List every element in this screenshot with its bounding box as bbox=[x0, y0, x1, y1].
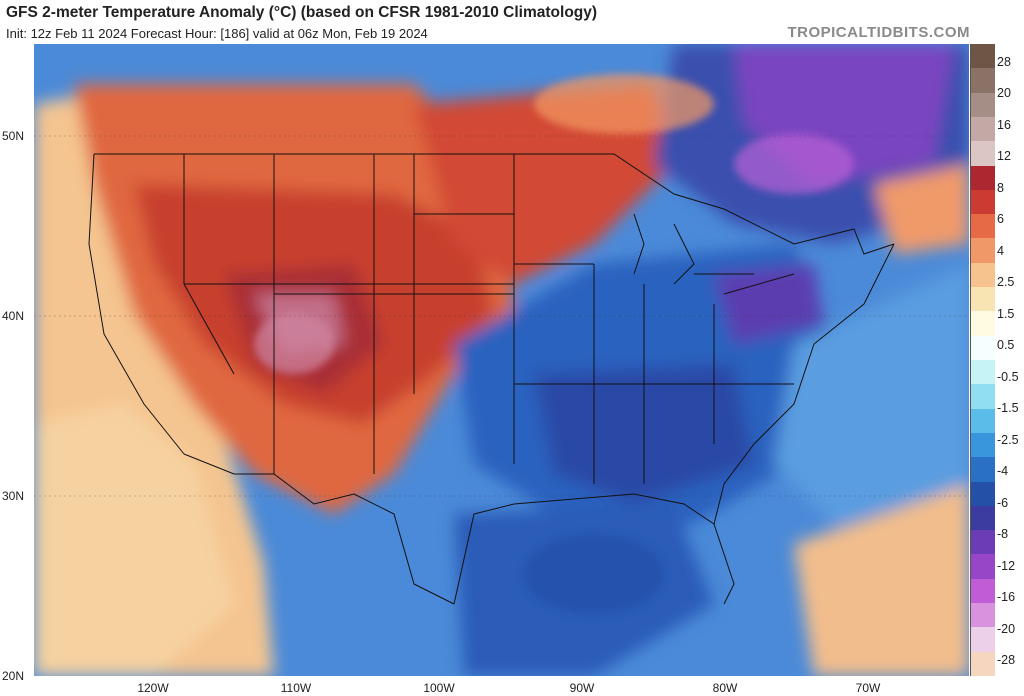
colorbar-swatch bbox=[971, 68, 995, 94]
colorbar-swatch bbox=[971, 627, 995, 653]
map-subtitle: Init: 12z Feb 11 2024 Forecast Hour: [18… bbox=[6, 26, 428, 41]
colorbar-swatch bbox=[971, 165, 995, 191]
us-canada-border bbox=[94, 153, 895, 255]
lat-label-40n: 40N bbox=[2, 309, 25, 323]
colorbar-swatch bbox=[971, 457, 995, 483]
anomaly-colorbar bbox=[970, 44, 995, 677]
colorbar-swatch bbox=[971, 384, 995, 410]
lon-label-70w: 70W bbox=[855, 681, 881, 695]
colorbar-label: 2.5 bbox=[997, 275, 1015, 290]
colorbar-swatch bbox=[971, 262, 995, 288]
lat-label-50n: 50N bbox=[2, 129, 25, 143]
colorbar-label: -16 bbox=[997, 590, 1016, 605]
colorbar-swatch bbox=[971, 335, 995, 361]
colorbar-swatch bbox=[971, 238, 995, 264]
great-lakes bbox=[633, 213, 795, 295]
colorbar-label: -28 bbox=[997, 653, 1016, 667]
state-lines bbox=[183, 154, 794, 484]
colorbar-label: 8 bbox=[997, 180, 1004, 195]
colorbar-swatch bbox=[971, 360, 995, 385]
colorbar-label: 12 bbox=[997, 149, 1011, 164]
lon-label-90w: 90W bbox=[569, 681, 595, 695]
colorbar-swatch bbox=[971, 287, 995, 312]
temperature-anomaly-map bbox=[34, 44, 969, 676]
colorbar-swatch bbox=[971, 481, 995, 507]
colorbar-swatch bbox=[971, 44, 995, 69]
lon-label-120w: 120W bbox=[137, 681, 169, 695]
colorbar-swatch bbox=[971, 408, 995, 434]
colorbar-swatch bbox=[971, 189, 995, 215]
colorbar-swatch bbox=[971, 530, 995, 555]
colorbar-label: -6 bbox=[997, 495, 1009, 510]
colorbar-label: 6 bbox=[997, 212, 1004, 227]
colorbar-label: 28 bbox=[997, 55, 1011, 69]
colorbar-label: 4 bbox=[997, 243, 1004, 258]
colorbar-swatch bbox=[971, 92, 995, 118]
colorbar-label: -8 bbox=[997, 527, 1009, 542]
lon-label-110w: 110W bbox=[280, 681, 312, 695]
colorbar-label: 16 bbox=[997, 117, 1011, 132]
lat-label-20n: 20N bbox=[2, 669, 25, 683]
colorbar-swatch bbox=[971, 603, 995, 628]
us-mexico-border bbox=[183, 453, 455, 605]
lon-label-80w: 80W bbox=[712, 681, 738, 695]
colorbar-label: -2.5 bbox=[997, 432, 1019, 447]
colorbar-swatch bbox=[971, 116, 995, 142]
colorbar-label: 0.5 bbox=[997, 338, 1015, 353]
lon-label-100w: 100W bbox=[423, 681, 455, 695]
lat-label-30n: 30N bbox=[2, 489, 25, 503]
colorbar-label: 20 bbox=[997, 86, 1011, 101]
colorbar-label: -20 bbox=[997, 621, 1016, 636]
brand-watermark: TROPICALTIDBITS.COM bbox=[787, 24, 970, 41]
map-title: GFS 2-meter Temperature Anomaly (°C) (ba… bbox=[6, 4, 598, 21]
colorbar-swatch bbox=[971, 554, 995, 580]
colorbar-swatch bbox=[971, 651, 995, 677]
colorbar-swatch bbox=[971, 311, 995, 337]
colorbar-swatch bbox=[971, 214, 995, 239]
colorbar-swatch bbox=[971, 432, 995, 458]
colorbar-label: -12 bbox=[997, 558, 1016, 573]
colorbar-label: -4 bbox=[997, 464, 1009, 479]
us-west-coast bbox=[88, 153, 185, 455]
colorbar-swatch bbox=[971, 141, 995, 167]
us-east-coast bbox=[713, 243, 895, 605]
colorbar-label: 1.5 bbox=[997, 306, 1015, 321]
colorbar-swatch bbox=[971, 578, 995, 604]
colorbar-label: -1.5 bbox=[997, 401, 1019, 416]
colorbar-swatch bbox=[971, 505, 995, 531]
colorbar-label: -0.5 bbox=[997, 369, 1019, 384]
gulf-coast bbox=[453, 493, 715, 605]
